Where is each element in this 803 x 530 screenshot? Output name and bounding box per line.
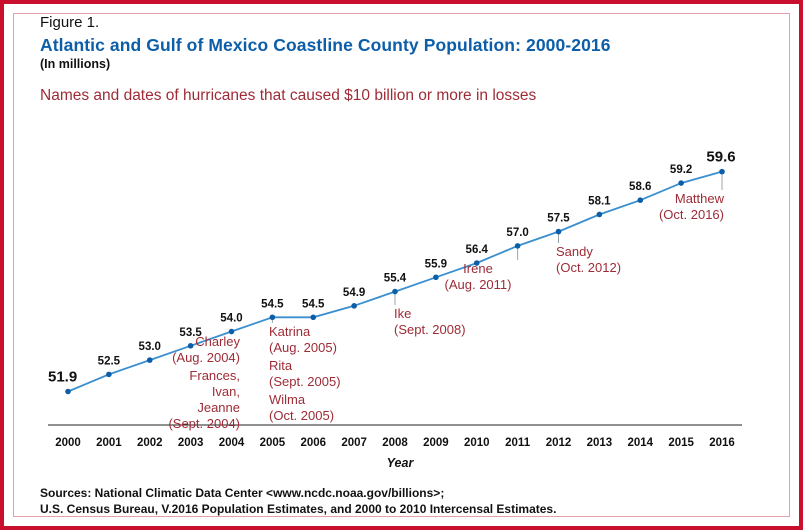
data-label-2012: 57.5 [547,213,570,225]
hurricane-label-2004-0-0: Charley [195,334,240,349]
sources-note: Sources: National Climatic Data Center <… [40,485,556,517]
data-point-2009 [433,274,439,281]
hurricane-label-2008-5-1: (Sept. 2008) [394,322,466,337]
x-tick-label-2012: 2012 [546,437,572,449]
data-point-2015 [678,180,684,186]
hurricane-label-2004-1-1: Ivan, [212,384,240,399]
x-tick-label-2002: 2002 [137,437,163,449]
x-tick-label-2016: 2016 [709,437,735,449]
x-axis-label: Year [387,456,415,470]
sources-line-2: U.S. Census Bureau, V.2016 Population Es… [40,502,557,516]
sources-line-1: Sources: National Climatic Data Center <… [40,486,445,500]
hurricane-label-2005-3-1: (Sept. 2005) [269,374,341,389]
hurricane-label-2005-2-1: (Aug. 2005) [269,340,337,355]
units-label: (In millions) [40,57,111,71]
hurricane-label-2005-3-0: Rita [269,358,293,373]
figure-inner-border [13,13,790,517]
x-tick-label-2013: 2013 [587,437,613,449]
x-tick-label-2006: 2006 [300,437,326,449]
x-tick-label-2008: 2008 [382,437,408,449]
x-tick-label-2000: 2000 [55,437,81,449]
hurricane-label-2004-0-1: (Aug. 2004) [172,350,240,365]
data-label-2016: 59.6 [706,149,735,166]
data-point-2010 [473,260,480,266]
data-point-2016 [719,168,725,175]
hurricane-label-2005-4-0: Wilma [269,392,306,407]
x-tick-label-2005: 2005 [260,437,286,449]
chart-title: Atlantic and Gulf of Mexico Coastline Co… [40,35,611,55]
data-label-2009: 55.9 [425,258,447,270]
data-point-2002 [146,357,153,363]
data-label-2014: 58.6 [629,181,651,193]
data-label-2015: 59.2 [670,164,692,176]
data-label-2000: 51.9 [48,369,77,386]
x-tick-label-2003: 2003 [178,437,204,449]
x-tick-label-2004: 2004 [219,437,245,449]
hurricane-label-2011-6-1: (Aug. 2011) [445,277,512,292]
figure-label: Figure 1. [40,14,100,31]
data-label-2013: 58.1 [588,195,611,207]
hurricane-label-2016-8-1: (Oct. 2016) [659,207,724,222]
hurricane-label-2008-5-0: Ike [394,306,411,321]
data-point-2000 [65,388,71,395]
hurricane-label-2005-2-0: Katrina [269,324,311,339]
data-label-2005: 54.5 [261,298,284,310]
data-label-2008: 55.4 [384,273,407,285]
hurricane-label-2012-7-1: (Oct. 2012) [556,260,621,275]
hurricane-label-2011-6-0: Irene [463,261,493,276]
data-point-2003 [187,343,194,349]
data-point-2008 [392,288,398,295]
x-tick-label-2009: 2009 [423,437,449,449]
chart-subtitle: Names and dates of hurricanes that cause… [40,87,537,104]
x-tick-label-2014: 2014 [627,437,653,449]
x-tick-label-2007: 2007 [341,437,367,449]
x-tick-label-2001: 2001 [96,437,122,449]
data-label-2004: 54.0 [220,313,242,325]
hurricane-label-2016-8-0: Matthew [675,191,725,206]
hurricane-label-2004-1-3: (Sept. 2004) [168,416,240,431]
data-point-2007 [351,303,357,309]
data-label-2006: 54.5 [302,298,325,310]
x-tick-label-2010: 2010 [464,437,490,449]
data-label-2002: 53.0 [139,341,161,353]
data-point-2014 [637,197,644,203]
x-tick-label-2011: 2011 [505,437,531,449]
data-point-2005 [269,314,276,321]
data-point-2013 [596,211,603,218]
data-label-2011: 57.0 [506,227,528,239]
hurricane-label-2004-1-2: Jeanne [197,400,240,415]
data-point-2004 [228,328,235,335]
data-point-2011 [514,243,521,249]
hurricane-label-2012-7-0: Sandy [556,244,593,259]
data-label-2010: 56.4 [466,244,489,256]
data-point-2012 [555,228,562,235]
data-label-2003: 53.5 [179,327,202,339]
data-point-2006 [310,314,317,321]
data-label-2001: 52.5 [98,355,121,367]
hurricane-label-2005-4-1: (Oct. 2005) [269,408,334,423]
hurricane-label-2004-1-0: Frances, [189,368,240,383]
data-point-2001 [106,371,112,378]
x-tick-label-2015: 2015 [668,437,694,449]
data-label-2007: 54.9 [343,287,365,299]
